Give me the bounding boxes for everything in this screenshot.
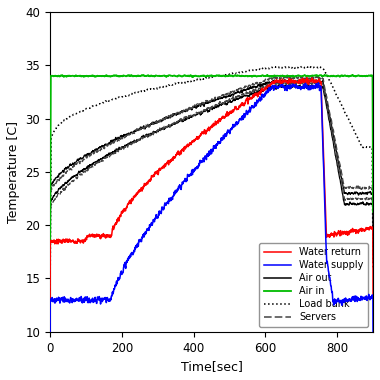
Y-axis label: Temperature [C]: Temperature [C] [7,121,20,223]
Legend: Water return, Water supply, Air out, Air in, Load bank, Servers: Water return, Water supply, Air out, Air… [259,242,368,327]
X-axis label: Time[sec]: Time[sec] [180,360,242,373]
